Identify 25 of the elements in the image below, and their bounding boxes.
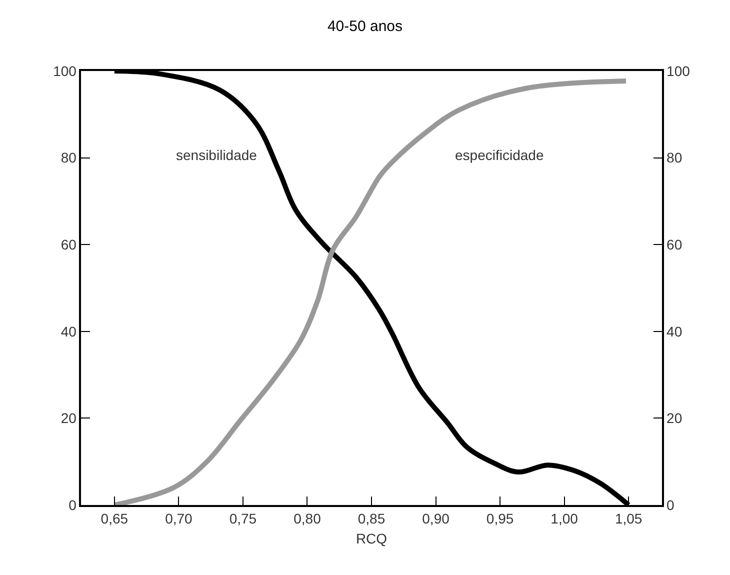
y2-tick-label: 0 bbox=[666, 496, 675, 513]
x-tick-label: 0,80 bbox=[294, 510, 322, 527]
y2-tick-label: 100 bbox=[666, 62, 690, 79]
y2-tick-label: 40 bbox=[666, 323, 682, 340]
x-tick-label: 0,70 bbox=[165, 510, 193, 527]
y-tick-label: 20 bbox=[60, 410, 77, 426]
y2-tick-label: 20 bbox=[666, 410, 682, 426]
y-tick-label: 40 bbox=[60, 323, 77, 340]
y-tick-label: 60 bbox=[60, 236, 77, 252]
x-tick-label: 0,90 bbox=[422, 510, 450, 527]
chart-title: 40-50 anos bbox=[327, 18, 403, 36]
x-tick-label: 1,05 bbox=[614, 510, 642, 527]
x-tick-label: 0,75 bbox=[229, 510, 257, 527]
x-tick-label: 0,95 bbox=[486, 510, 514, 527]
x-tick-label: 1,00 bbox=[550, 510, 578, 527]
text: especificidade bbox=[455, 147, 544, 163]
y2-tick-label: 80 bbox=[666, 150, 682, 166]
series-label: sensibilidade bbox=[176, 147, 258, 163]
x-tick-label: 0,85 bbox=[358, 510, 386, 527]
x-axis-title: RCQ bbox=[356, 530, 388, 546]
y-tick-label: 100 bbox=[53, 62, 77, 79]
y-tick-label: 0 bbox=[68, 496, 77, 513]
y2-tick-label: 60 bbox=[666, 236, 682, 252]
x-tick-label: 0,65 bbox=[100, 510, 128, 527]
y-tick-label: 80 bbox=[60, 150, 77, 166]
